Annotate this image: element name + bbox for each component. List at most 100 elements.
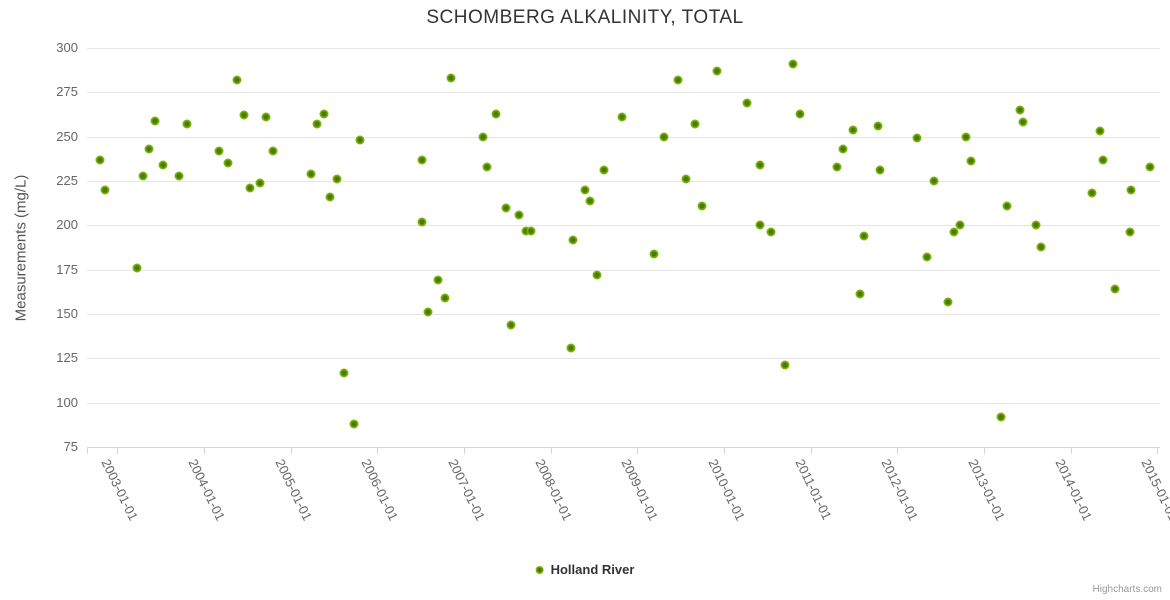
data-point[interactable] — [332, 174, 342, 184]
data-point[interactable] — [417, 217, 427, 227]
data-point[interactable] — [943, 297, 953, 307]
data-point[interactable] — [482, 162, 492, 172]
data-point[interactable] — [681, 174, 691, 184]
data-point[interactable] — [440, 293, 450, 303]
data-point[interactable] — [223, 158, 233, 168]
data-point[interactable] — [755, 220, 765, 230]
data-point[interactable] — [255, 178, 265, 188]
data-point[interactable] — [912, 133, 922, 143]
data-point[interactable] — [423, 307, 433, 317]
data-point[interactable] — [832, 162, 842, 172]
data-point[interactable] — [478, 132, 488, 142]
data-point[interactable] — [491, 109, 501, 119]
data-point[interactable] — [339, 368, 349, 378]
data-point[interactable] — [1018, 117, 1028, 127]
data-point[interactable] — [312, 119, 322, 129]
data-point[interactable] — [712, 66, 722, 76]
data-point[interactable] — [755, 160, 765, 170]
x-axis-tick-label: 2008-01-01 — [532, 456, 575, 523]
data-point[interactable] — [132, 263, 142, 273]
data-point[interactable] — [1015, 105, 1025, 115]
data-point[interactable] — [150, 116, 160, 126]
data-point[interactable] — [875, 165, 885, 175]
data-point[interactable] — [144, 144, 154, 154]
data-point[interactable] — [325, 192, 335, 202]
data-point[interactable] — [355, 135, 365, 145]
data-point[interactable] — [568, 235, 578, 245]
data-point[interactable] — [690, 119, 700, 129]
y-axis-tick-label: 75 — [63, 439, 78, 454]
data-point[interactable] — [855, 289, 865, 299]
data-point[interactable] — [873, 121, 883, 131]
data-point[interactable] — [848, 125, 858, 135]
data-point[interactable] — [1110, 284, 1120, 294]
data-point[interactable] — [268, 146, 278, 156]
data-point[interactable] — [174, 171, 184, 181]
legend-item-holland-river[interactable]: Holland River — [535, 562, 634, 577]
data-point[interactable] — [95, 155, 105, 165]
y-gridline — [87, 92, 1160, 94]
data-point[interactable] — [697, 201, 706, 211]
data-point[interactable] — [100, 185, 110, 195]
data-point[interactable] — [417, 155, 427, 165]
data-point[interactable] — [306, 169, 316, 179]
data-point[interactable] — [742, 98, 752, 108]
data-point[interactable] — [506, 320, 516, 330]
data-point[interactable] — [922, 252, 932, 262]
x-axis-tick — [897, 448, 899, 454]
data-point[interactable] — [138, 171, 148, 181]
data-point[interactable] — [319, 109, 329, 119]
data-point[interactable] — [949, 227, 959, 237]
data-point[interactable] — [245, 183, 255, 193]
data-point[interactable] — [1031, 220, 1041, 230]
data-point[interactable] — [566, 343, 576, 353]
data-point[interactable] — [766, 227, 776, 237]
x-axis-tick-label: 2015-01-01 — [1138, 456, 1170, 523]
data-point[interactable] — [585, 196, 595, 205]
data-point[interactable] — [1126, 185, 1136, 195]
data-point[interactable] — [349, 419, 359, 429]
x-axis-tick-label: 2005-01-01 — [272, 456, 315, 523]
data-point[interactable] — [446, 73, 456, 83]
data-point[interactable] — [1002, 201, 1012, 211]
x-axis-tick — [984, 448, 986, 454]
x-axis-tick — [87, 448, 88, 454]
data-point[interactable] — [261, 112, 271, 122]
data-point[interactable] — [617, 112, 627, 122]
data-point[interactable] — [838, 144, 848, 154]
x-axis-tick-label: 2012-01-01 — [878, 456, 922, 523]
x-axis-tick-label: 2006-01-01 — [358, 456, 402, 523]
data-point[interactable] — [501, 203, 511, 213]
data-point[interactable] — [966, 156, 976, 166]
x-axis-tick — [290, 448, 292, 454]
data-point[interactable] — [433, 275, 443, 285]
data-point[interactable] — [1036, 242, 1046, 252]
data-point[interactable] — [1095, 126, 1105, 136]
data-point[interactable] — [514, 210, 524, 220]
data-point[interactable] — [795, 109, 805, 119]
data-point[interactable] — [996, 412, 1006, 422]
data-point[interactable] — [955, 220, 965, 230]
data-point[interactable] — [232, 75, 242, 85]
data-point[interactable] — [1098, 155, 1108, 165]
data-point[interactable] — [580, 185, 590, 195]
data-point[interactable] — [1087, 188, 1097, 198]
data-point[interactable] — [239, 110, 249, 120]
data-point[interactable] — [599, 165, 609, 175]
data-point[interactable] — [158, 160, 168, 170]
data-point[interactable] — [859, 231, 869, 241]
data-point[interactable] — [1125, 227, 1135, 237]
data-point[interactable] — [649, 249, 659, 259]
data-point[interactable] — [214, 146, 224, 156]
data-point[interactable] — [780, 360, 790, 370]
data-point[interactable] — [182, 119, 192, 129]
data-point[interactable] — [673, 75, 683, 85]
highcharts-credits-link[interactable]: Highcharts.com — [1092, 584, 1162, 595]
data-point[interactable] — [1145, 162, 1155, 172]
data-point[interactable] — [788, 59, 797, 69]
data-point[interactable] — [659, 132, 669, 142]
data-point[interactable] — [929, 176, 939, 186]
data-point[interactable] — [592, 270, 602, 280]
data-point[interactable] — [526, 226, 536, 236]
data-point[interactable] — [961, 132, 971, 142]
